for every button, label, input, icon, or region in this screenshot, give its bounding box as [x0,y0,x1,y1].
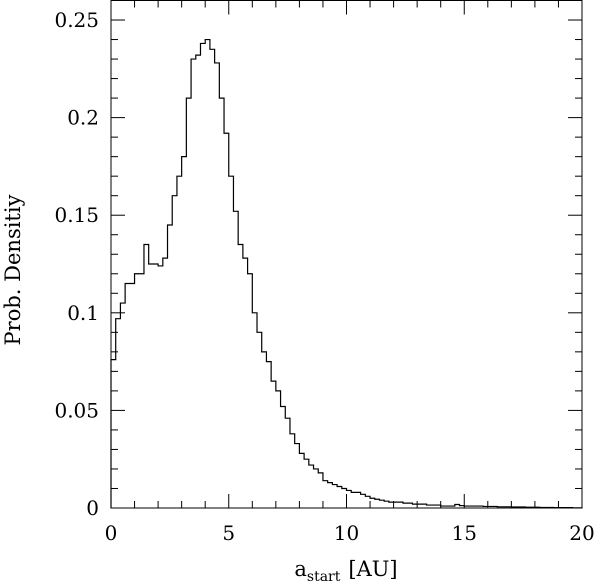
axis-ticks [110,0,583,509]
x-tick-label: 20 [569,521,594,545]
x-axis-label-unit: [AU] [348,557,397,581]
x-tick-label: 10 [334,521,359,545]
x-tick-label: 0 [105,521,118,545]
y-tick-label: 0.2 [67,106,99,130]
y-axis-label: Prob. Densitiy [1,194,25,345]
histogram-step-line [110,38,583,509]
y-tick-label: 0.05 [54,398,99,422]
x-tick-labels: 0 5 10 15 20 [105,521,595,545]
y-tick-labels: 0 0.05 0.1 0.15 0.2 0.25 [54,8,99,520]
y-tick-label: 0.1 [67,301,99,325]
y-tick-label: 0 [86,496,99,520]
x-axis-label: astart [AU] [294,557,397,583]
x-axis-label-subscript: start [307,569,341,583]
y-tick-label: 0.25 [54,8,99,32]
x-axis-label-main: a [294,557,307,581]
plot-frame [110,0,583,509]
x-tick-label: 5 [222,521,235,545]
y-tick-label: 0.15 [54,203,99,227]
x-tick-label: 15 [452,521,477,545]
